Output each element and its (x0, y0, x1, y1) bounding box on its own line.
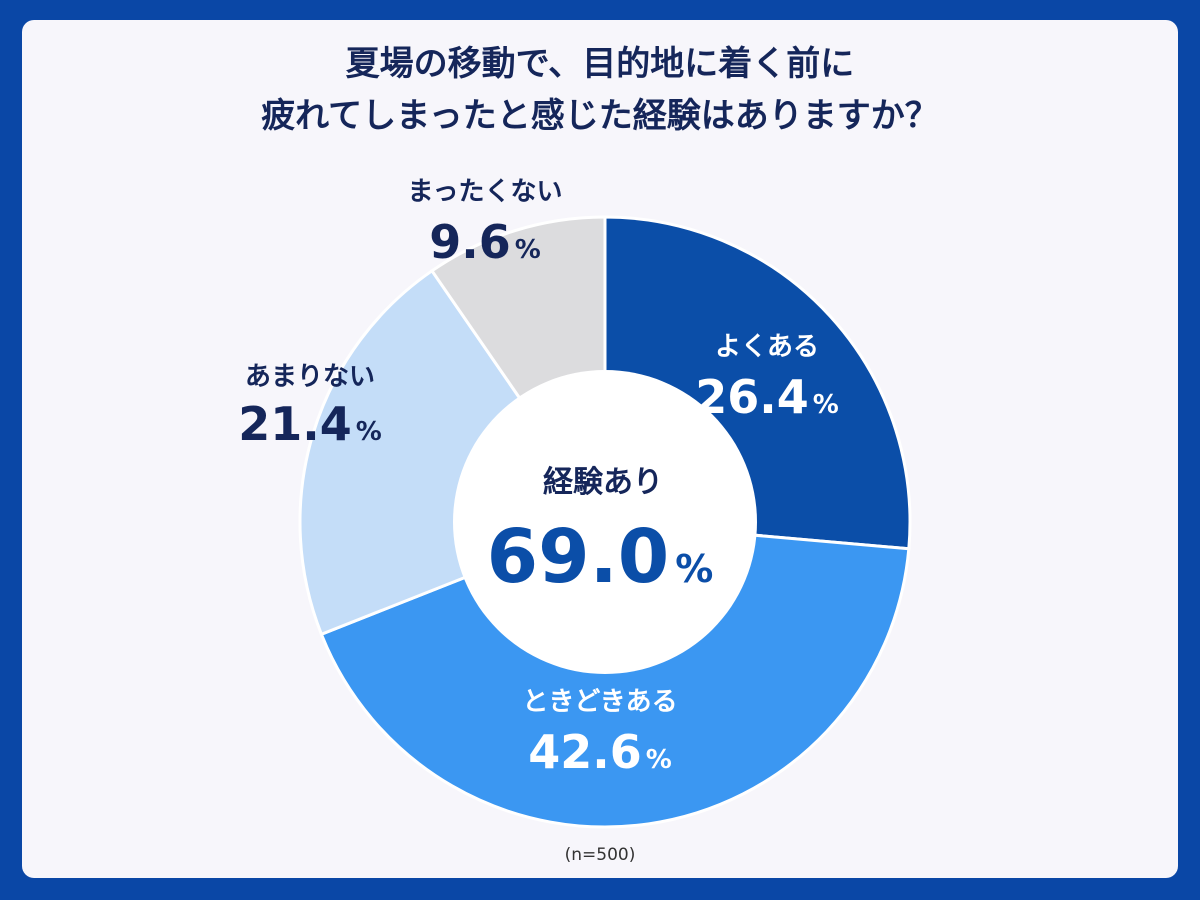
slice-label-3: まったくない (408, 177, 563, 207)
chart-title: 夏場の移動で、目的地に着く前に 疲れてしまったと感じた経験はありますか？ (0, 38, 1200, 142)
slice-value-1: 42.6% (528, 725, 672, 779)
center-label: 経験あり (543, 465, 663, 500)
title-line-2: 疲れてしまったと感じた経験はありますか？ (261, 96, 939, 136)
sample-size-note: (n=500) (564, 845, 636, 865)
donut-hole (453, 370, 757, 674)
slice-labels: よくある 26.4 % ときどきある 42.6 % あまりない 21.4 % まったくない 9.6% (238, 177, 839, 779)
center-value-number: 69.0 (487, 514, 670, 600)
slice-value-3: 9.6% (429, 215, 541, 269)
title-line-1: 夏場の移動で、目的地に着く前に (345, 44, 855, 84)
slice-label-0: よくある (715, 332, 819, 362)
slice-label-2: あまりない (245, 362, 375, 392)
slice-1 (319, 520, 911, 829)
slice-label-1: ときどきある (522, 687, 677, 717)
slice-value-2: 21.4% (238, 397, 382, 451)
slice-value-0: 26.4% (695, 370, 839, 424)
center-value: 69.0% (487, 514, 714, 600)
center-value-unit: % (675, 547, 713, 591)
